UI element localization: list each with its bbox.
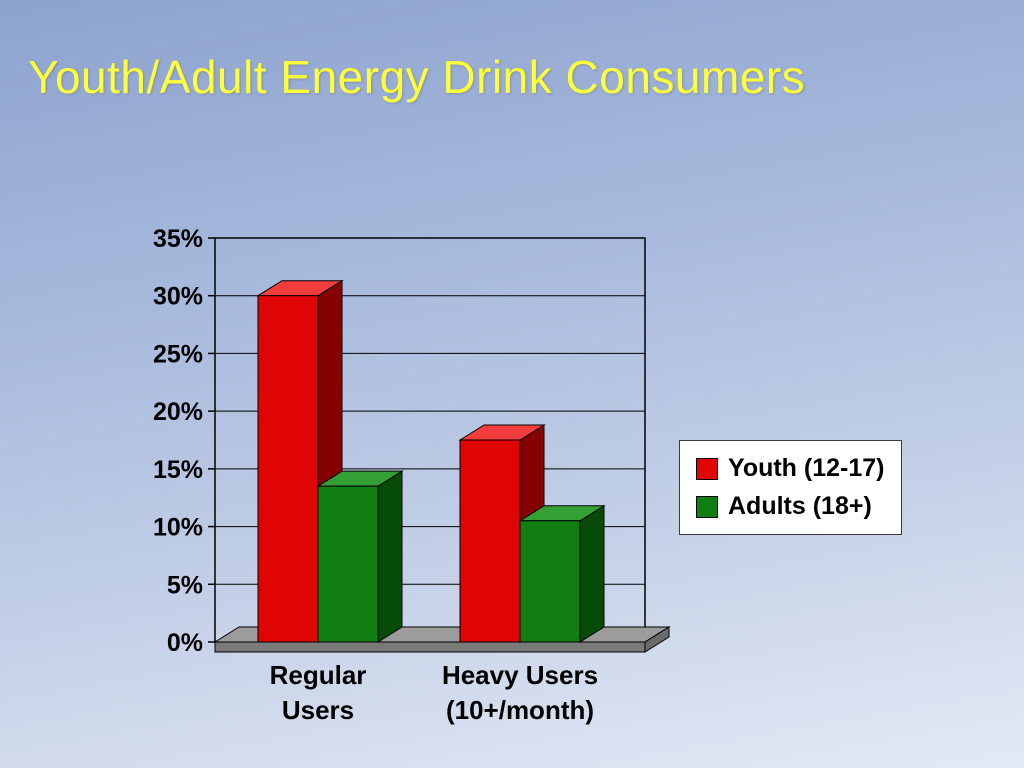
- bar-adults-regular-users-side: [377, 470, 403, 643]
- y-tick-label: 0%: [167, 629, 203, 657]
- x-axis-label-line: Users: [281, 695, 355, 726]
- bar-adults-regular-users-front: [317, 485, 379, 643]
- legend-item-youth: Youth (12-17): [696, 454, 885, 483]
- x-axis-label-regular-users: Regular Users: [208, 658, 428, 728]
- y-tick-label: 15%: [153, 456, 203, 484]
- legend-label-adults: Adults (18+): [728, 492, 872, 520]
- legend-label-youth: Youth (12-17): [728, 454, 885, 482]
- y-tick-label: 25%: [153, 340, 203, 368]
- bar-youth-regular-users-front: [257, 295, 319, 643]
- bar-youth-heavy-users-front: [459, 439, 521, 643]
- y-tick-label: 30%: [153, 283, 203, 311]
- chart-floor-side: [644, 626, 670, 653]
- legend-swatch-youth: [696, 457, 718, 480]
- y-tick-label: 35%: [153, 225, 203, 253]
- legend-swatch-adults: [696, 495, 718, 518]
- bar-adults-heavy-users-side: [579, 504, 605, 643]
- slide-title: Youth/Adult Energy Drink Consumers: [28, 51, 806, 103]
- chart-legend: Youth (12-17) Adults (18+): [679, 440, 902, 535]
- y-tick-label: 20%: [153, 398, 203, 426]
- x-axis-label-line: Heavy Users: [441, 660, 599, 690]
- x-axis-label-line: Regular: [269, 660, 367, 690]
- y-tick-label: 10%: [153, 514, 203, 542]
- x-axis-label-line: (10+/month): [445, 695, 595, 726]
- x-axis-label-heavy-users: Heavy Users (10+/month): [410, 658, 630, 728]
- legend-item-adults: Adults (18+): [696, 492, 885, 521]
- bar-adults-heavy-users-front: [519, 520, 581, 643]
- chart-floor-front: [214, 641, 646, 653]
- y-tick-label: 5%: [167, 571, 203, 599]
